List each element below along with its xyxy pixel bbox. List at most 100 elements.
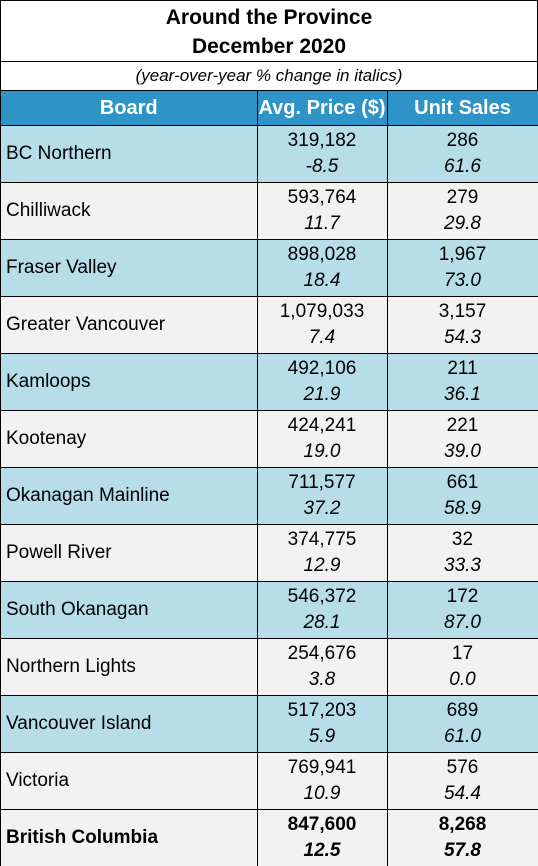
table-row: Okanagan Mainline 711,577 37.2 661 58.9 <box>1 467 538 525</box>
unit-sales: 576 <box>446 757 479 778</box>
table-row: Fraser Valley 898,028 18.4 1,967 73.0 <box>1 239 538 297</box>
sales-cell: 32 33.3 <box>387 524 538 582</box>
table-row: Vancouver Island 517,203 5.9 689 61.0 <box>1 695 538 753</box>
table-row: Chilliwack 593,764 11.7 279 29.8 <box>1 182 538 240</box>
unit-sales: 32 <box>451 529 474 550</box>
board-name: Powell River <box>1 524 258 582</box>
unit-sales: 221 <box>446 415 479 436</box>
board-name: Kamloops <box>1 353 258 411</box>
data-table: Board Avg. Price ($) Unit Sales BC Norther… <box>1 90 538 866</box>
avg-price: 546,372 <box>287 586 357 607</box>
sales-cell: 17 0.0 <box>387 638 538 696</box>
header-row: Board Avg. Price ($) Unit Sales <box>1 90 538 126</box>
price-change: 12.9 <box>303 555 341 576</box>
sales-change: 33.3 <box>444 555 481 576</box>
title-box: Around the Province December 2020 <box>1 1 538 62</box>
unit-sales: 172 <box>446 586 479 607</box>
table-row: British Columbia 847,600 12.5 8,268 57.8 <box>1 809 538 866</box>
price-change: 12.5 <box>303 840 341 861</box>
table-row: South Okanagan 546,372 28.1 172 87.0 <box>1 581 538 639</box>
price-change: -8.5 <box>305 156 339 177</box>
board-name: Greater Vancouver <box>1 296 258 354</box>
board-name: Okanagan Mainline <box>1 467 258 525</box>
board-name: Chilliwack <box>1 182 258 240</box>
sales-cell: 1,967 73.0 <box>387 239 538 297</box>
price-change: 3.8 <box>308 669 336 690</box>
avg-price: 847,600 <box>287 814 357 835</box>
avg-price: 254,676 <box>287 643 357 664</box>
avg-price: 1,079,033 <box>279 301 365 322</box>
table-body: BC Northern 319,182 -8.5 286 61.6 Chilliwack 5… <box>1 125 538 866</box>
title-date: December 2020 <box>191 35 347 58</box>
unit-sales: 3,157 <box>438 301 487 322</box>
price-cell: 711,577 37.2 <box>257 467 388 525</box>
sales-cell: 8,268 57.8 <box>387 809 538 866</box>
price-cell: 517,203 5.9 <box>257 695 388 753</box>
unit-sales: 286 <box>446 130 479 151</box>
avg-price: 424,241 <box>287 415 357 436</box>
sales-cell: 221 39.0 <box>387 410 538 468</box>
price-change: 10.9 <box>303 783 341 804</box>
board-name: British Columbia <box>1 809 258 866</box>
sales-change: 61.0 <box>444 726 481 747</box>
avg-price: 769,941 <box>287 757 357 778</box>
unit-sales: 1,967 <box>438 244 487 265</box>
board-name: Kootenay <box>1 410 258 468</box>
price-cell: 319,182 -8.5 <box>257 125 388 183</box>
avg-price: 517,203 <box>287 700 357 721</box>
column-header: Unit Sales <box>387 90 538 126</box>
avg-price: 593,764 <box>287 187 357 208</box>
board-name: Northern Lights <box>1 638 258 696</box>
board-name: South Okanagan <box>1 581 258 639</box>
board-name: BC Northern <box>1 125 258 183</box>
avg-price: 319,182 <box>287 130 357 151</box>
title: Around the Province <box>165 6 373 29</box>
sales-cell: 172 87.0 <box>387 581 538 639</box>
price-cell: 847,600 12.5 <box>257 809 388 866</box>
price-change: 28.1 <box>303 612 341 633</box>
sales-cell: 3,157 54.3 <box>387 296 538 354</box>
unit-sales: 689 <box>446 700 479 721</box>
unit-sales: 8,268 <box>438 814 487 835</box>
price-change: 37.2 <box>303 498 341 519</box>
avg-price: 374,775 <box>287 529 357 550</box>
price-cell: 424,241 19.0 <box>257 410 388 468</box>
avg-price: 711,577 <box>288 472 356 493</box>
sales-change: 39.0 <box>444 441 481 462</box>
unit-sales: 211 <box>447 358 478 379</box>
sales-change: 54.3 <box>444 327 481 348</box>
sales-change: 87.0 <box>444 612 481 633</box>
sales-change: 54.4 <box>444 783 481 804</box>
price-cell: 546,372 28.1 <box>257 581 388 639</box>
price-change: 19.0 <box>303 441 341 462</box>
sales-cell: 286 61.6 <box>387 125 538 183</box>
sales-change: 61.6 <box>444 156 481 177</box>
price-cell: 898,028 18.4 <box>257 239 388 297</box>
price-change: 21.9 <box>303 384 341 405</box>
price-cell: 769,941 10.9 <box>257 752 388 810</box>
sales-change: 73.0 <box>444 270 481 291</box>
price-cell: 1,079,033 7.4 <box>257 296 388 354</box>
table-row: BC Northern 319,182 -8.5 286 61.6 <box>1 125 538 183</box>
table-row: Victoria 769,941 10.9 576 54.4 <box>1 752 538 810</box>
unit-sales: 17 <box>451 643 474 664</box>
sales-cell: 661 58.9 <box>387 467 538 525</box>
sales-cell: 279 29.8 <box>387 182 538 240</box>
price-change: 11.7 <box>304 213 340 234</box>
unit-sales: 279 <box>446 187 479 208</box>
column-header: Avg. Price ($) <box>257 90 388 126</box>
sales-change: 58.9 <box>444 498 481 519</box>
sales-change: 29.8 <box>444 213 481 234</box>
price-change: 5.9 <box>308 726 336 747</box>
sales-cell: 211 36.1 <box>387 353 538 411</box>
price-change: 18.4 <box>303 270 341 291</box>
price-change: 7.4 <box>308 327 336 348</box>
avg-price: 898,028 <box>287 244 357 265</box>
table-row: Kootenay 424,241 19.0 221 39.0 <box>1 410 538 468</box>
sales-change: 0.0 <box>449 669 476 690</box>
table-row: Northern Lights 254,676 3.8 17 0.0 <box>1 638 538 696</box>
price-cell: 492,106 21.9 <box>257 353 388 411</box>
board-name: Vancouver Island <box>1 695 258 753</box>
avg-price: 492,106 <box>287 358 357 379</box>
